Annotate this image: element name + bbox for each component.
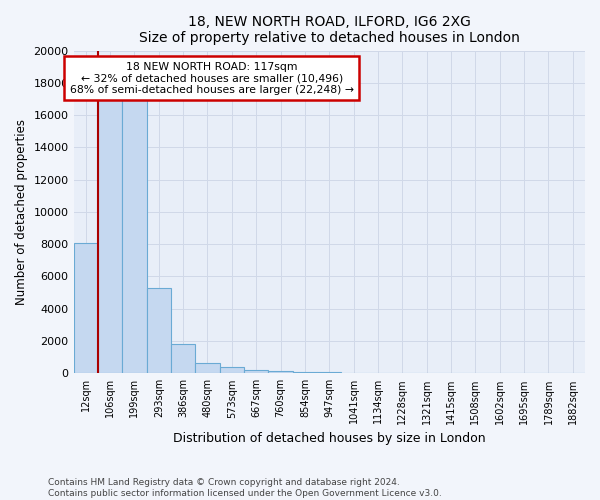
- Bar: [341, 372, 366, 374]
- Bar: [98, 99, 122, 373]
- Y-axis label: Number of detached properties: Number of detached properties: [15, 119, 28, 305]
- Title: 18, NEW NORTH ROAD, ILFORD, IG6 2XG
Size of property relative to detached houses: 18, NEW NORTH ROAD, ILFORD, IG6 2XG Size…: [139, 15, 520, 45]
- Bar: [268, 371, 293, 374]
- Bar: [122, 99, 146, 373]
- Bar: [146, 288, 171, 374]
- Text: Contains HM Land Registry data © Crown copyright and database right 2024.
Contai: Contains HM Land Registry data © Crown c…: [48, 478, 442, 498]
- X-axis label: Distribution of detached houses by size in London: Distribution of detached houses by size …: [173, 432, 485, 445]
- Text: 18 NEW NORTH ROAD: 117sqm
← 32% of detached houses are smaller (10,496)
68% of s: 18 NEW NORTH ROAD: 117sqm ← 32% of detac…: [70, 62, 353, 95]
- Bar: [196, 363, 220, 374]
- Bar: [293, 372, 317, 374]
- Bar: [244, 370, 268, 374]
- Bar: [220, 367, 244, 374]
- Bar: [317, 372, 341, 374]
- Bar: [171, 344, 196, 374]
- Bar: [74, 242, 98, 374]
